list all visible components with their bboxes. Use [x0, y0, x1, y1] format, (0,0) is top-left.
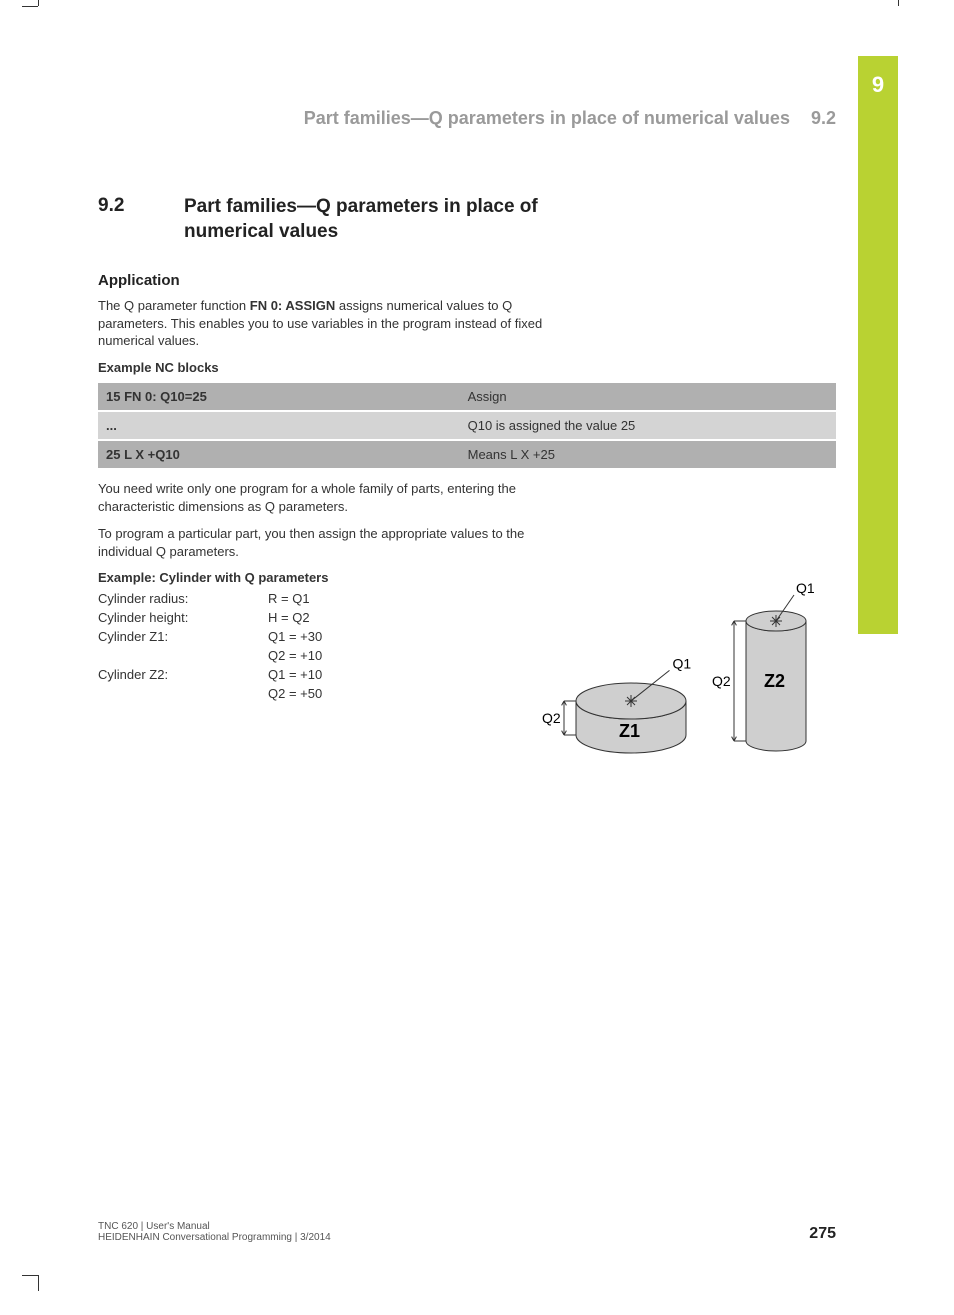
- page-number: 275: [809, 1225, 836, 1243]
- running-head-title: Part families—Q parameters in place of n…: [304, 108, 790, 128]
- section-heading: 9.2 Part families—Q parameters in place …: [98, 195, 836, 244]
- param-label: [98, 648, 268, 663]
- nc-blocks-table: 15 FN 0: Q10=25 Assign ... Q10 is assign…: [98, 381, 836, 470]
- page-footer: TNC 620 | User's Manual HEIDENHAIN Conve…: [98, 1221, 836, 1243]
- table-row: 15 FN 0: Q10=25 Assign: [98, 383, 836, 410]
- section-number: 9.2: [98, 195, 154, 244]
- param-label: Cylinder Z1:: [98, 629, 268, 644]
- nc-code: ...: [98, 412, 460, 439]
- footer-line-1: TNC 620 | User's Manual: [98, 1221, 331, 1232]
- param-value: Q1 = +10: [268, 667, 322, 682]
- param-value: Q2 = +50: [268, 686, 322, 701]
- cylinder-diagram: Q1 Q2 Z1 Q1 Q2 Z2: [536, 561, 836, 771]
- nc-desc: Q10 is assigned the value 25: [460, 412, 836, 439]
- intro-text-bold: FN 0: ASSIGN: [250, 298, 335, 313]
- param-value: Q2 = +10: [268, 648, 322, 663]
- section-title: Part families—Q parameters in place of n…: [184, 195, 614, 244]
- footer-line-2: HEIDENHAIN Conversational Programming | …: [98, 1232, 331, 1243]
- nc-code: 25 L X +Q10: [98, 441, 460, 468]
- nc-table-title: Example NC blocks: [98, 360, 836, 375]
- param-label: Cylinder height:: [98, 610, 268, 625]
- param-label: Cylinder Z2:: [98, 667, 268, 682]
- running-head-section: 9.2: [811, 108, 836, 128]
- param-label: [98, 686, 268, 701]
- table-row: ... Q10 is assigned the value 25: [98, 412, 836, 439]
- intro-text-pre: The Q parameter function: [98, 298, 250, 313]
- svg-text:Q1: Q1: [673, 655, 692, 671]
- chapter-number: 9: [872, 72, 884, 634]
- svg-text:Q2: Q2: [542, 710, 561, 726]
- cylinder-diagram-svg: Q1 Q2 Z1 Q1 Q2 Z2: [536, 561, 836, 771]
- table-row: 25 L X +Q10 Means L X +25: [98, 441, 836, 468]
- param-label: Cylinder radius:: [98, 591, 268, 606]
- svg-text:Q1: Q1: [796, 580, 815, 596]
- running-head: Part families—Q parameters in place of n…: [98, 108, 836, 129]
- param-value: Q1 = +30: [268, 629, 322, 644]
- svg-text:Z1: Z1: [619, 721, 640, 741]
- page-content: 9.2 Part families—Q parameters in place …: [98, 195, 836, 705]
- svg-text:Z2: Z2: [764, 671, 785, 691]
- param-value: H = Q2: [268, 610, 310, 625]
- nc-desc: Assign: [460, 383, 836, 410]
- after-table-para-1: You need write only one program for a wh…: [98, 480, 578, 515]
- after-table-para-2: To program a particular part, you then a…: [98, 525, 578, 560]
- chapter-tab: 9: [858, 56, 898, 634]
- nc-code: 15 FN 0: Q10=25: [98, 383, 460, 410]
- footer-text: TNC 620 | User's Manual HEIDENHAIN Conve…: [98, 1221, 331, 1243]
- nc-desc: Means L X +25: [460, 441, 836, 468]
- param-value: R = Q1: [268, 591, 310, 606]
- svg-text:Q2: Q2: [712, 673, 731, 689]
- subsection-heading: Application: [98, 272, 836, 289]
- intro-paragraph: The Q parameter function FN 0: ASSIGN as…: [98, 297, 578, 350]
